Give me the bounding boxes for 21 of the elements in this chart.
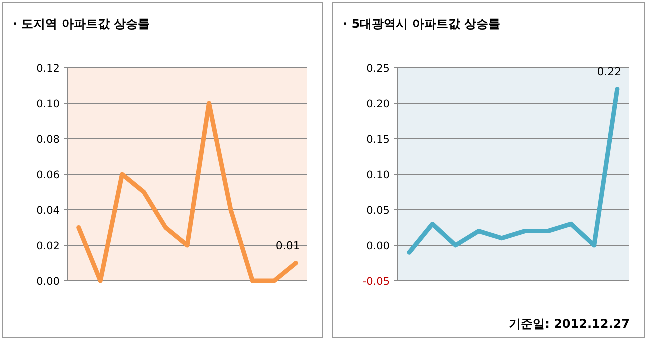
y-tick-label: 0.25 (366, 63, 390, 75)
y-tick-label: 0.06 (36, 170, 60, 182)
y-tick-label: 0.00 (36, 276, 60, 288)
y-tick-label: 0.15 (366, 134, 390, 146)
data-label: 0.22 (597, 65, 622, 78)
y-tick-label: 0.10 (366, 170, 390, 182)
y-tick-label: 0.00 (366, 240, 390, 252)
y-tick-label: 0.04 (36, 205, 60, 217)
line-series (76, 101, 298, 284)
line-series (407, 87, 620, 255)
y-tick-label: 0.02 (36, 240, 60, 252)
y-tick-label: 0.10 (36, 98, 60, 110)
text: 기준일: 2012.12.27 (509, 317, 630, 331)
chart-title: · 도지역 아파트값 상승률 (13, 17, 150, 31)
y-tick-label: 0.08 (36, 134, 60, 146)
y-tick-label: 0.05 (366, 205, 390, 217)
y-tick-label: 0.12 (36, 63, 60, 75)
y-tick-label: 0.20 (366, 98, 390, 110)
chart-title: · 5대광역시 아파트값 상승률 (343, 17, 500, 31)
data-label: 0.01 (276, 239, 300, 252)
y-tick-label: -0.05 (362, 276, 390, 288)
